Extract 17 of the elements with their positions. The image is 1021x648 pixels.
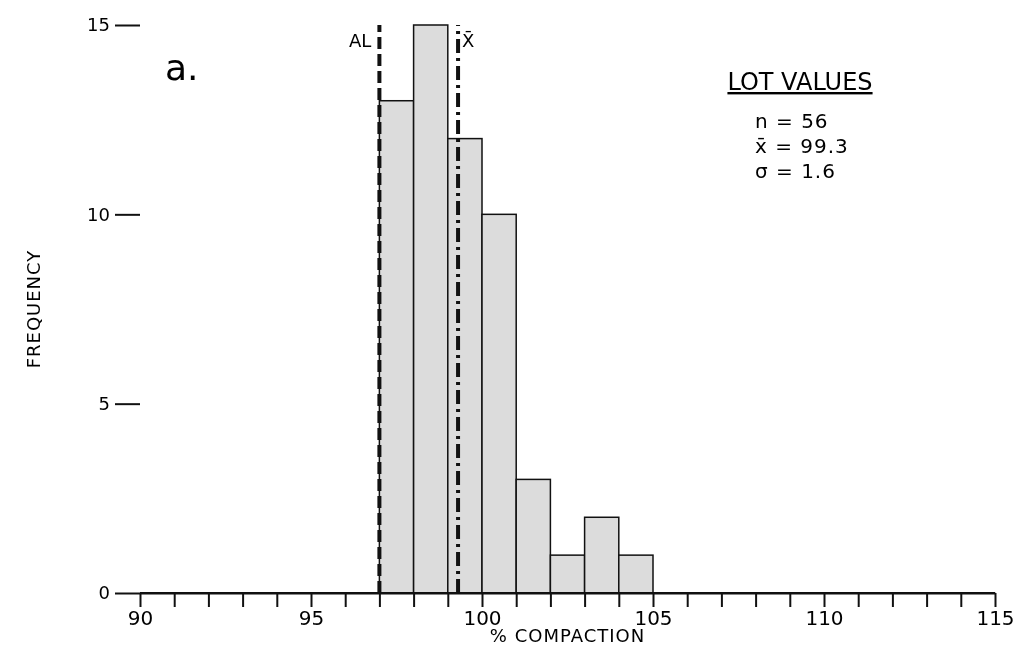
annotation: a. bbox=[165, 47, 199, 88]
x-tick-label: 110 bbox=[805, 606, 844, 631]
y-tick-label: 5 bbox=[98, 392, 110, 414]
x-tick-label: 95 bbox=[298, 606, 325, 631]
y-tick-label: 15 bbox=[87, 14, 110, 36]
y-axis-title: FREQUENCY bbox=[23, 249, 44, 369]
y-tick-label: 0 bbox=[98, 582, 110, 604]
annotation: n = 56 bbox=[755, 109, 829, 133]
annotation: x̄ = 99.3 bbox=[755, 134, 849, 158]
annotation: σ = 1.6 bbox=[755, 159, 836, 183]
x-tick-label: 115 bbox=[976, 606, 1015, 631]
ref-line-label: AL bbox=[349, 30, 372, 51]
y-tick-label: 10 bbox=[87, 203, 110, 225]
ref-line-label: X̄ bbox=[462, 29, 475, 51]
x-axis-title: % COMPACTION bbox=[489, 625, 646, 646]
annotation: LOT VALUES bbox=[727, 68, 873, 96]
x-tick-label: 90 bbox=[127, 606, 154, 631]
